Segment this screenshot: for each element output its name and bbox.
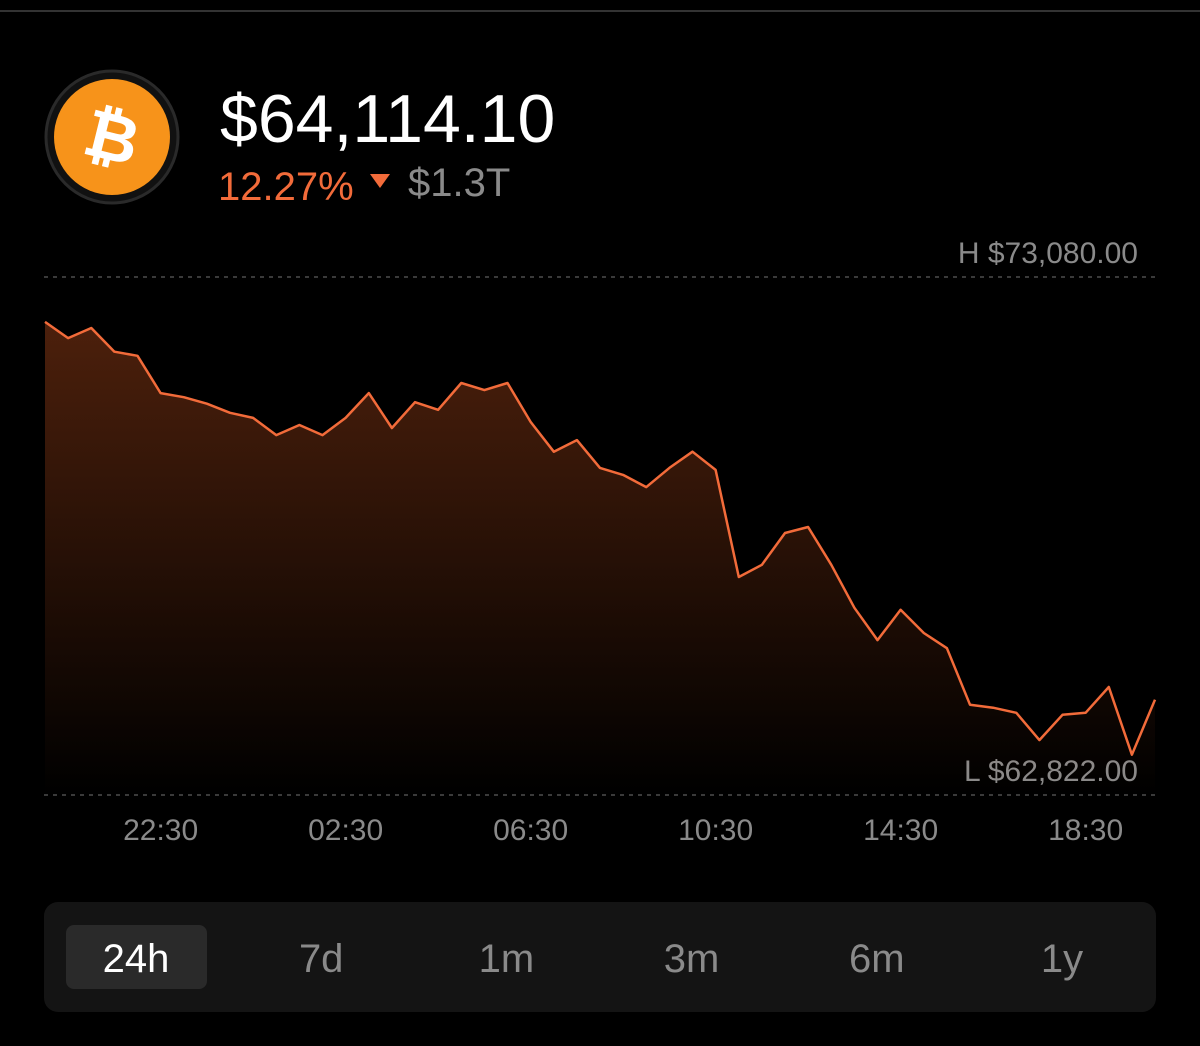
range-panel [44, 902, 1156, 1012]
price-line [44, 320, 1157, 756]
range-button[interactable]: 7d [299, 937, 344, 981]
chart: H $73,080.00L $62,822.0022:3002:3006:301… [44, 237, 1157, 847]
x-tick-label: 14:30 [863, 814, 938, 847]
range-selected [66, 925, 207, 989]
range-button[interactable]: 3m [664, 937, 720, 981]
range-button[interactable]: 24h [103, 937, 170, 981]
range-button[interactable]: 6m [849, 937, 905, 981]
area [45, 321, 1155, 795]
y-tick-label: H $73,080.00 [958, 237, 1138, 270]
market-cap: $1.3T [408, 161, 510, 205]
x-tick-label: 10:30 [678, 814, 753, 847]
range-buttons: 24h 7d 1m 3m 6m 1y [66, 925, 1083, 989]
x-tick-label: 06:30 [493, 814, 568, 847]
coin-icon [54, 79, 170, 195]
down-arrow [370, 174, 390, 188]
range-button[interactable]: 1m [479, 937, 535, 981]
x-tick-label: 22:30 [123, 814, 198, 847]
x-tick-label: 02:30 [308, 814, 383, 847]
price: $64,114.10 [220, 81, 555, 157]
x-tick-label: 18:30 [1048, 814, 1123, 847]
change: 12.27% [218, 165, 354, 209]
range-button[interactable]: 1y [1041, 937, 1083, 981]
